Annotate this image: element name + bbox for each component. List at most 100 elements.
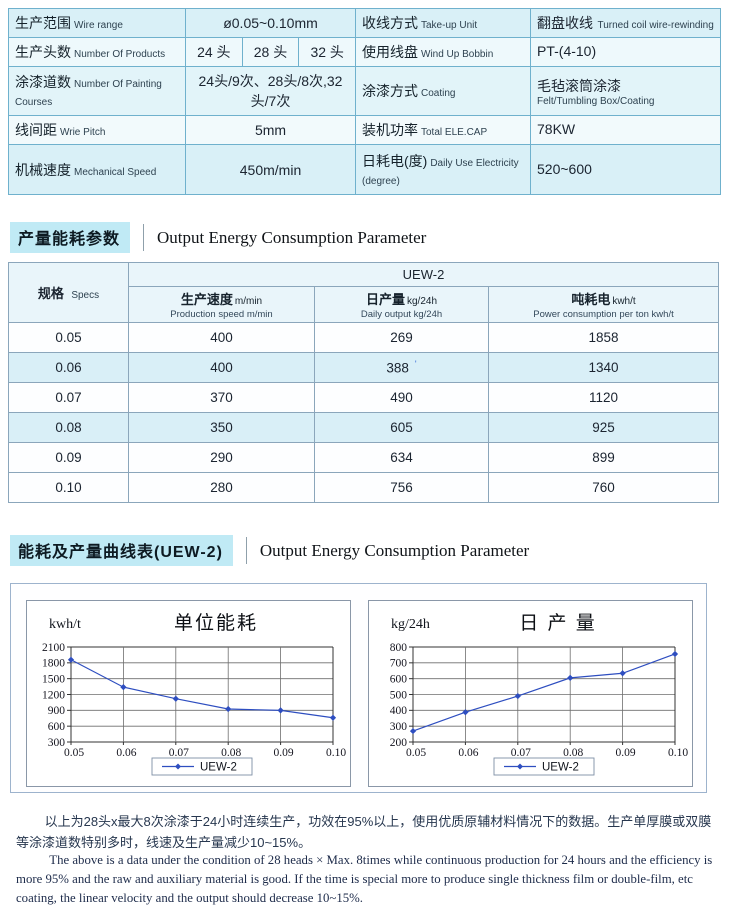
unit-energy-consumption-line-chart: 300 600 900 1200 1500 1800 2100 0.05 0.06 0.07 0.0… [42,612,346,776]
spec-table-row: 生产范围 Wire range ø0.05~0.10mm 收线方式 Take-up Un… [8,8,721,38]
spec-value2-sub: Turned coil wire-rewinding [597,19,714,31]
spec-label2-cell: 装机功率 Total ELE.CAP [355,115,531,146]
column-header-specs: 规格 Specs [8,262,129,323]
cell-spec: 0.07 [8,382,129,413]
spec-value2-main: 翻盘收线 [537,14,593,31]
output-table-row: 0.08 350 605 925 [8,412,719,443]
column-group-header-uew2: UEW-2 [128,262,719,287]
column-subheader: 日产量 kg/24h Daily output kg/24h [314,286,489,323]
cell-output: 388 ' [314,352,489,383]
spec-label2-en: Wind Up Bobbin [421,48,494,60]
spec-label-zh: 机械速度 [15,161,71,178]
section-header-output-parameter: 产量能耗参数 Output Energy Consumption Paramet… [10,222,426,253]
output-energy-table: 规格 Specs UEW-2 生产速度 m/min Production speed… [8,262,719,503]
x-tick-label: 0.09 [616,747,636,759]
column-subheader: 吨耗电 kwh/t Power consumption per ton kwh/t [488,286,719,323]
cell-speed: 400 [128,352,315,383]
y-tick-label: 900 [48,705,66,717]
y-tick-label: 400 [390,705,408,717]
x-tick-label: 0.08 [563,747,583,759]
output-table-row: 0.06 400 388 ' 1340 [8,352,719,383]
spec-label2-en: Total ELE.CAP [421,127,488,139]
spec-label2-cell: 涂漆方式 Coating [355,65,531,117]
cell-speed: 350 [128,412,315,443]
chart-title: 日 产 量 [519,612,597,634]
spec-value-cell: 5mm [185,115,356,146]
ink-mark: ' [414,359,417,370]
spec-label2-cell: 日耗电(度) Daily Use Electricity (degree) [355,144,531,195]
spec-label2-zh: 收线方式 [362,14,418,31]
x-tick-label: 0.06 [458,747,478,759]
spec-value2-cell: 毛毡滚筒涂漆 Felt/Tumbling Box/Coating [530,65,721,117]
y-tick-label: 600 [390,673,408,685]
y-tick-label: 800 [390,642,408,654]
spec-table-row: 线间距 Wrie Pitch 5mm 装机功率 Total ELE.CAP 78KW [8,115,721,146]
spec-label-cell: 生产头数 Number Of Products [8,36,186,67]
spec-value: 5mm [254,122,287,139]
cell-power: 1858 [488,322,719,353]
spec-label-cell: 机械速度 Mechanical Speed [8,144,186,195]
data-point-marker [671,650,679,658]
x-tick-label: 0.07 [511,747,531,759]
cell-spec: 0.08 [8,412,129,443]
charts-container: 300 600 900 1200 1500 1800 2100 0.05 0.06 0.07 0.0… [10,583,707,793]
data-point-marker [120,684,127,691]
spec-value2-main: 78KW [537,121,576,138]
spec-label2-cell: 收线方式 Take-up Unit [355,8,531,38]
cell-output: 605 [314,412,489,443]
spec-label-en: Number Of Products [74,48,166,60]
chart-title: 单位能耗 [174,612,258,634]
spec-value2-main: 毛毡滚筒涂漆 [537,77,621,94]
section2-title-zh: 能耗及产量曲线表(UEW-2) [10,535,233,566]
spec-split-value: 32 头 [298,37,355,66]
y-axis-unit-label: kwh/t [49,617,81,632]
data-point-marker [67,656,75,663]
spec-value: ø0.05~0.10mm [223,14,318,31]
spec-label-en: Wrie Pitch [60,127,106,139]
column-subheader: 生产速度 m/min Production speed m/min [128,286,315,323]
spec-value-cell: 450m/min [185,144,356,195]
spec-value-cell: ø0.05~0.10mm [185,8,356,38]
chart-unit-energy-consumption: 300 600 900 1200 1500 1800 2100 0.05 0.06 0.07 0.0… [26,600,351,787]
y-tick-label: 600 [48,721,66,733]
spec-label-zh: 生产范围 [15,14,71,31]
y-axis-unit-label: kg/24h [391,617,430,632]
y-tick-label: 700 [390,658,408,670]
y-tick-label: 1800 [42,658,65,670]
spec-table: 生产范围 Wire range ø0.05~0.10mm 收线方式 Take-up Un… [8,8,721,195]
spec-value2-cell: 翻盘收线 Turned coil wire-rewinding [530,8,721,38]
section-title-en: Output Energy Consumption Parameter [157,227,427,247]
y-tick-label: 500 [390,689,408,701]
spec-value2-cell: 520~600 [530,144,721,195]
section-header-curve-table: 能耗及产量曲线表(UEW-2) Output Energy Consumptio… [10,535,529,566]
cell-power: 1120 [488,382,719,413]
spec-label-cell: 涂漆道数 Number Of Painting Courses [8,65,186,117]
spec-split-value: 24 头 [197,43,231,60]
data-point-marker [329,714,337,721]
legend-label: UEW-2 [542,762,579,774]
y-tick-label: 1500 [42,673,65,685]
spec-label2-zh: 使用线盘 [362,43,418,60]
x-tick-label: 0.08 [221,747,241,759]
section2-divider [245,537,247,564]
x-tick-label: 0.05 [406,747,426,759]
spec-value2-sub: Felt/Tumbling Box/Coating [537,95,655,107]
cell-speed: 290 [128,442,315,473]
footnote-chinese: 以上为28头x最大8次涂漆于24小时连续生产，功效在95%以上，使用优质原辅材料… [16,814,712,850]
cell-spec: 0.05 [8,322,129,353]
data-point-marker [172,695,179,702]
cell-power: 1340 [488,352,719,383]
spec-label2-cell: 使用线盘 Wind Up Bobbin [355,36,531,67]
cell-output: 490 [314,382,489,413]
spec-label2-zh: 涂漆方式 [362,83,418,100]
daily-output-line-chart: 200 300 400 500 600 700 800 0.05 0.06 0.07 0.08 0.0… [390,612,688,776]
output-table-row: 0.09 290 634 899 [8,442,719,473]
cell-speed: 400 [128,322,315,353]
section-title-zh: 产量能耗参数 [10,222,131,253]
data-point-marker [225,705,232,713]
x-tick-label: 0.05 [64,747,84,759]
y-tick-label: 300 [48,737,66,749]
spec-table-row: 涂漆道数 Number Of Painting Courses 24头/9次、28头… [8,65,721,117]
data-point-marker [409,727,417,735]
spec-split-value: 28 头 [241,37,299,66]
